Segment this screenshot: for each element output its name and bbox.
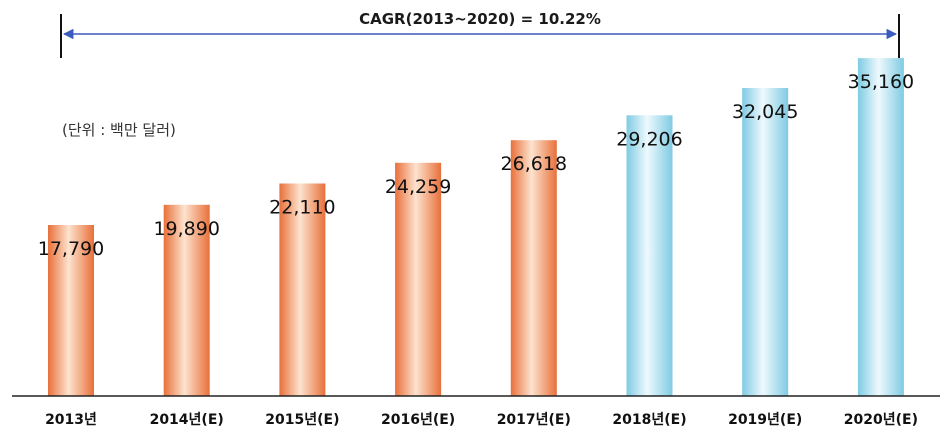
category-label-4: 2017년(E) [497,412,571,428]
value-label-0: 17,790 [38,238,104,260]
bar-0 [48,225,94,396]
value-label-1: 19,890 [153,218,219,240]
category-label-1: 2014년(E) [150,412,224,428]
bar-2 [279,183,326,396]
category-labels-group: 2013년 2014년(E) 2015년(E) 2016년(E) 2017년(E) 201… [45,412,918,428]
bar-5 [626,115,673,397]
bars-group [48,58,904,397]
category-label-5: 2018년(E) [612,412,686,428]
value-labels-group: 17,790 19,890 22,110 24,259 26,618 29,206 32,0… [38,71,914,260]
value-label-6: 32,045 [732,101,798,123]
bar-3 [395,162,442,396]
bar-1 [163,204,210,396]
bar-6 [742,88,789,396]
unit-note: (단위 : 백만 달러) [62,121,176,139]
bar-4 [510,140,557,396]
value-label-2: 22,110 [269,197,335,219]
value-label-4: 26,618 [501,153,567,175]
bar-7 [857,58,904,396]
value-label-3: 24,259 [385,176,451,198]
cagr-annotation: CAGR(2013~2020) = 10.22% [359,10,601,28]
value-label-7: 35,160 [848,71,914,93]
category-label-0: 2013년 [45,412,97,428]
category-label-3: 2016년(E) [381,412,455,428]
value-label-5: 29,206 [616,128,682,150]
category-label-6: 2019년(E) [728,412,802,428]
category-label-7: 2020년(E) [844,412,918,428]
category-label-2: 2015년(E) [265,412,339,428]
